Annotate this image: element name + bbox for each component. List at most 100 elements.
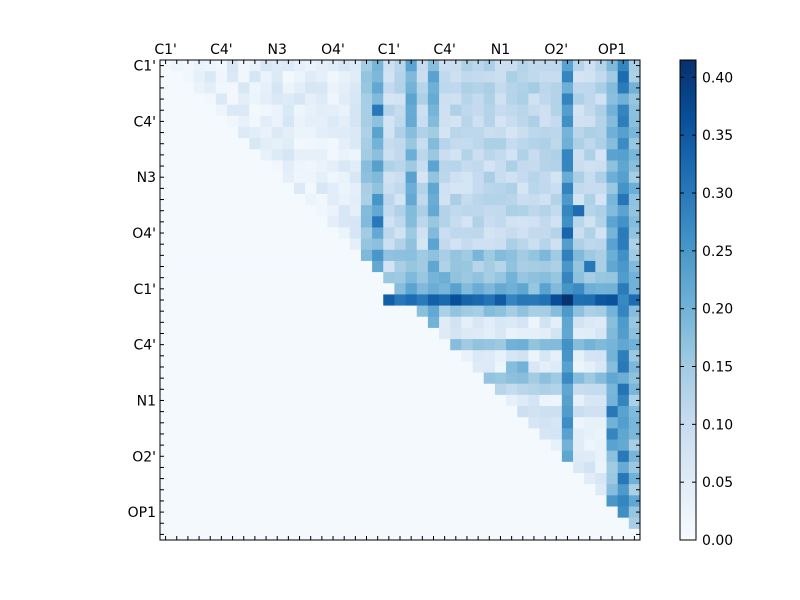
heatmap-cell [416, 484, 429, 496]
heatmap-cell [305, 305, 317, 318]
heatmap-cell [204, 149, 217, 161]
heatmap-cell [260, 60, 273, 72]
heatmap-cell [383, 461, 395, 474]
heatmap-cell [238, 171, 250, 184]
y-tick-label: O2' [132, 449, 156, 465]
heatmap-cell [561, 104, 574, 117]
heatmap-cell [238, 227, 250, 240]
heatmap-cell [405, 272, 418, 284]
heatmap-cell [293, 417, 306, 429]
heatmap-cell [305, 82, 317, 94]
heatmap-cell [628, 71, 641, 83]
heatmap-cell [606, 517, 619, 530]
heatmap-cell [327, 327, 340, 340]
heatmap-cell [628, 305, 641, 318]
heatmap-cell [584, 417, 596, 429]
heatmap-cell [550, 249, 563, 262]
heatmap-cell [204, 428, 217, 440]
heatmap-cell [238, 428, 250, 440]
heatmap-cell [517, 406, 529, 418]
heatmap-cell [584, 182, 596, 195]
heatmap-cell [472, 193, 485, 206]
heatmap-cell [595, 316, 607, 329]
heatmap-cell [528, 138, 540, 150]
heatmap-cell [338, 394, 351, 407]
heatmap-cell [394, 216, 406, 228]
heatmap-cell [550, 450, 563, 463]
heatmap-cell [416, 350, 429, 362]
heatmap-cell [349, 60, 362, 72]
heatmap-cell [461, 260, 473, 273]
heatmap-cell [494, 205, 507, 217]
heatmap-cell [617, 394, 630, 407]
heatmap-cell [494, 506, 507, 519]
heatmap-cell [271, 394, 284, 407]
heatmap-cell [617, 82, 630, 94]
heatmap-cell [539, 82, 552, 94]
heatmap-cell [383, 115, 395, 128]
heatmap-cell [305, 327, 317, 340]
heatmap-cell [584, 339, 596, 351]
heatmap-cell [182, 227, 194, 240]
heatmap-cell [628, 417, 641, 429]
heatmap-cell [606, 272, 619, 284]
heatmap-cell [293, 294, 306, 306]
heatmap-cell [160, 193, 172, 206]
heatmap-cell [238, 216, 250, 228]
heatmap-cell [394, 93, 406, 106]
heatmap-cell [293, 193, 306, 206]
heatmap-cell [584, 138, 596, 150]
heatmap-cell [327, 394, 340, 407]
heatmap-cell [416, 506, 429, 519]
heatmap-cell [628, 461, 641, 474]
heatmap-cell [316, 227, 328, 240]
heatmap-cell [427, 339, 440, 351]
heatmap-cell [271, 406, 284, 418]
heatmap-cell [628, 227, 641, 240]
heatmap-cell [394, 316, 406, 329]
heatmap-cell [360, 82, 373, 94]
heatmap-cell [450, 506, 462, 519]
heatmap-cell [439, 260, 451, 273]
heatmap-cell [383, 428, 395, 440]
heatmap-cell [160, 149, 172, 161]
heatmap-cell [327, 528, 340, 541]
heatmap-cell [171, 160, 183, 173]
heatmap-cell [293, 283, 306, 295]
heatmap-cell [606, 406, 619, 418]
heatmap-cell [316, 517, 328, 530]
heatmap-cell [528, 528, 540, 541]
heatmap-cell [595, 216, 607, 228]
heatmap-cell [383, 439, 395, 452]
heatmap-cell [193, 461, 206, 474]
colorbar-tick-label: 0.10 [702, 417, 733, 433]
heatmap-cell [282, 439, 295, 452]
heatmap-cell [260, 383, 273, 396]
heatmap-cell [171, 528, 183, 541]
heatmap-cell [617, 60, 630, 72]
heatmap-cell [372, 216, 384, 228]
heatmap-cell [260, 327, 273, 340]
heatmap-cell [617, 205, 630, 217]
heatmap-cell [595, 115, 607, 128]
heatmap-cell [271, 260, 284, 273]
heatmap-cell [528, 82, 540, 94]
heatmap-cell [584, 361, 596, 373]
heatmap-cell [171, 216, 183, 228]
heatmap-cell [506, 394, 518, 407]
heatmap-cell [260, 528, 273, 541]
heatmap-cell [606, 104, 619, 117]
heatmap-cell [573, 484, 585, 496]
heatmap-cell [215, 272, 228, 284]
heatmap-cell [517, 372, 529, 385]
heatmap-cell [528, 339, 540, 351]
heatmap-cell [539, 260, 552, 273]
heatmap-cell [193, 473, 206, 485]
heatmap-cell [506, 506, 518, 519]
heatmap-cell [494, 517, 507, 530]
heatmap-cell [550, 60, 563, 72]
heatmap-cell [215, 506, 228, 519]
heatmap-cell [338, 428, 351, 440]
heatmap-cell [182, 193, 194, 206]
heatmap-cell [584, 216, 596, 228]
